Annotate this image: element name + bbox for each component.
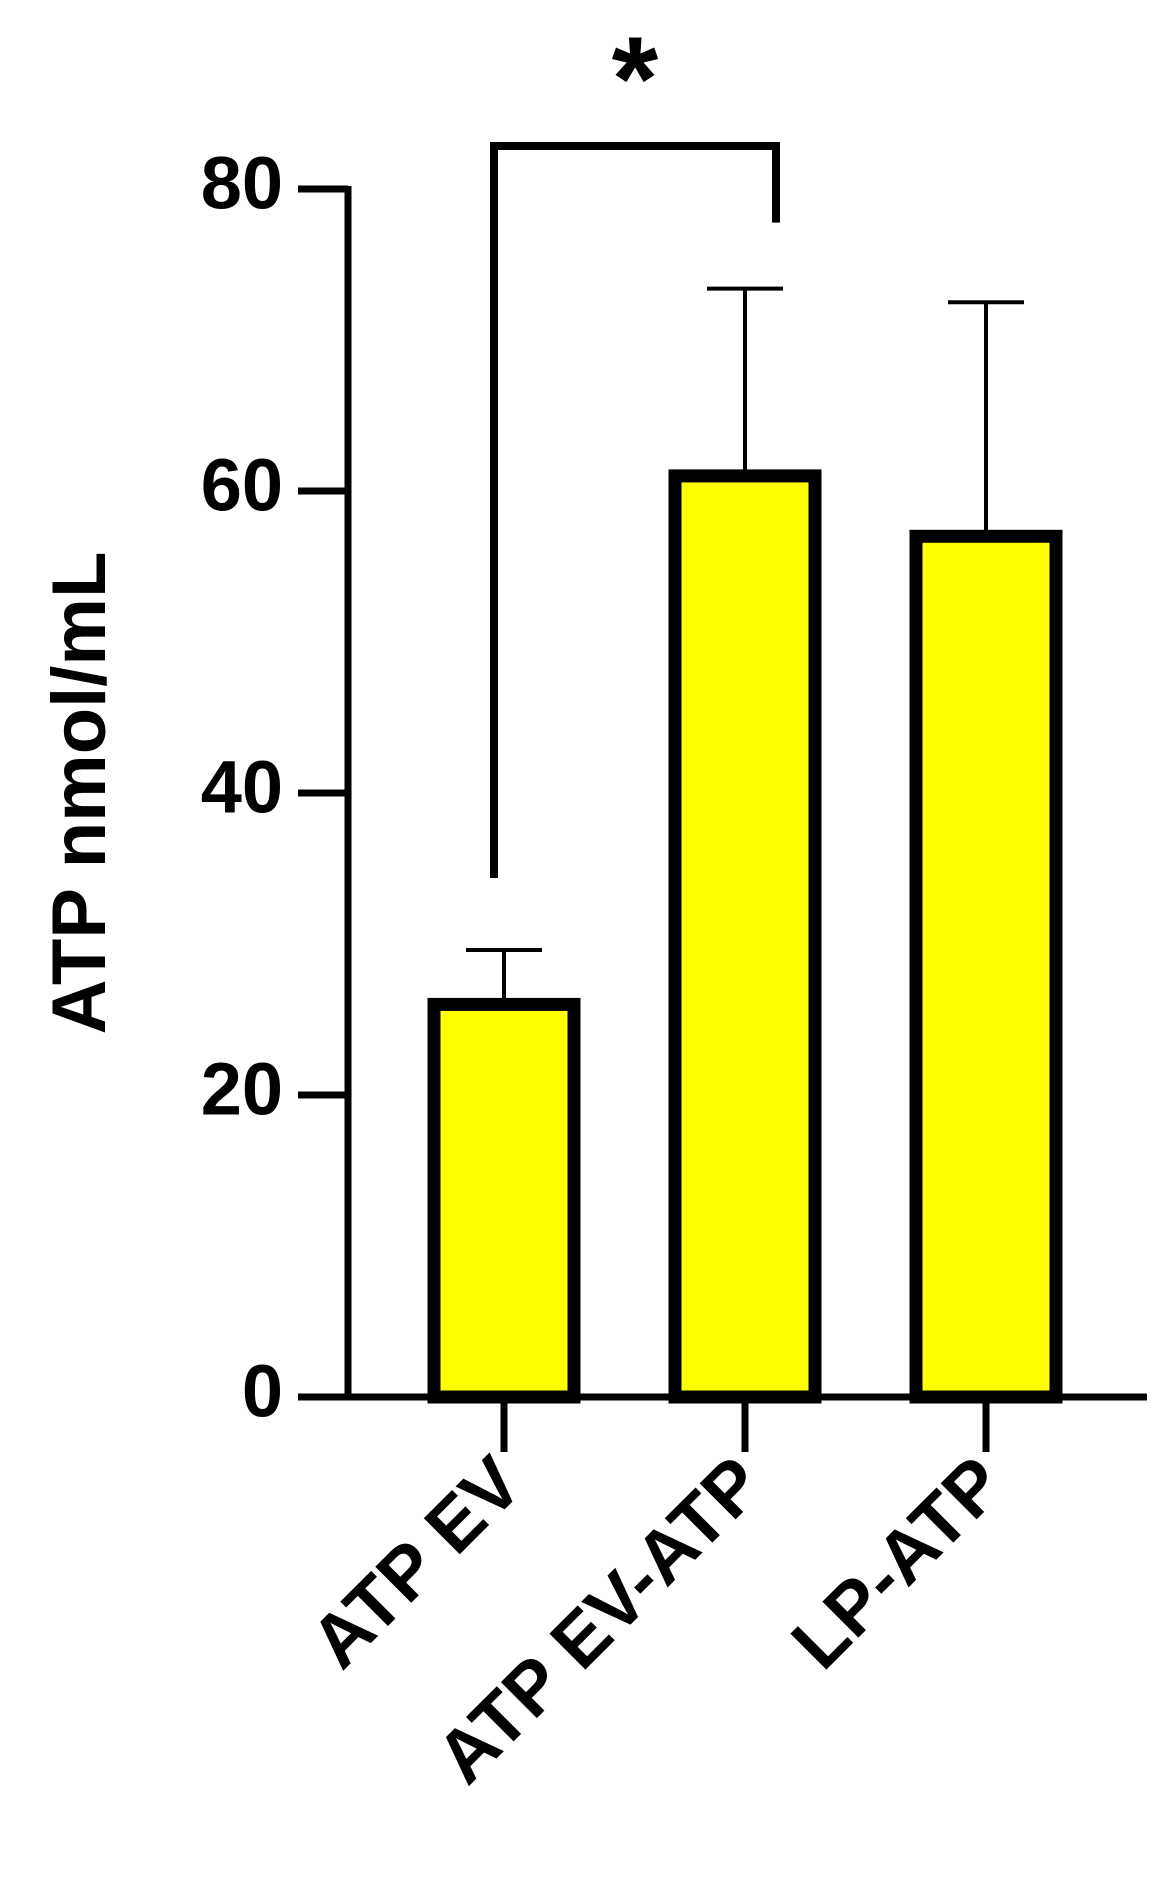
x-tick-label: ATP EV	[294, 1441, 537, 1684]
y-tick-label: 40	[201, 746, 283, 829]
y-tick-label: 80	[201, 142, 283, 225]
significance-label: *	[612, 12, 659, 146]
x-tick-label: LP-ATP	[776, 1441, 1020, 1685]
bar	[427, 997, 581, 1404]
bar	[668, 469, 822, 1404]
y-axis-label: ATP nmol/mL	[37, 552, 122, 1035]
y-tick-label: 0	[242, 1350, 283, 1433]
y-tick-label: 60	[201, 444, 283, 527]
y-tick-label: 20	[201, 1048, 283, 1131]
bar	[909, 529, 1063, 1404]
significance-bracket	[490, 142, 780, 879]
